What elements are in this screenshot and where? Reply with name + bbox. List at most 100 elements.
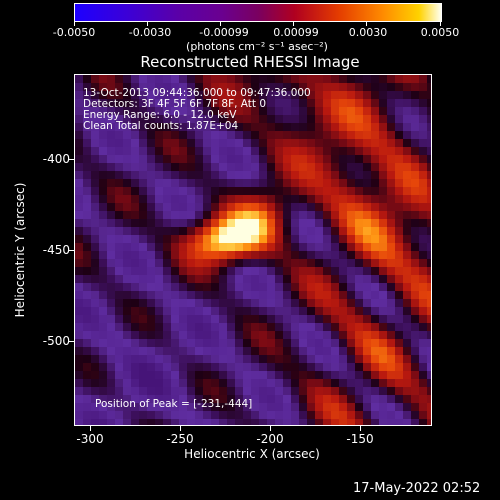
heatmap-cell bbox=[411, 115, 419, 123]
heatmap-cell bbox=[91, 395, 99, 403]
heatmap-cell bbox=[291, 395, 299, 403]
heatmap-cell bbox=[115, 227, 123, 235]
heatmap-cell bbox=[115, 331, 123, 339]
heatmap-cell bbox=[115, 147, 123, 155]
heatmap-cell bbox=[371, 371, 379, 379]
heatmap-cell bbox=[123, 163, 131, 171]
heatmap-cell bbox=[363, 219, 371, 227]
heatmap-cell bbox=[379, 243, 387, 251]
heatmap-cell bbox=[323, 227, 331, 235]
heatmap-cell bbox=[275, 203, 283, 211]
heatmap-cell bbox=[83, 115, 91, 123]
heatmap-cell bbox=[99, 163, 107, 171]
heatmap-cell bbox=[83, 195, 91, 203]
heatmap-cell bbox=[355, 139, 363, 147]
heatmap-cell bbox=[219, 411, 227, 419]
heatmap-cell bbox=[107, 123, 115, 131]
heatmap-cell bbox=[123, 211, 131, 219]
heatmap-cell bbox=[91, 203, 99, 211]
heatmap-cell bbox=[107, 339, 115, 347]
heatmap-cell bbox=[267, 243, 275, 251]
heatmap-cell bbox=[395, 91, 403, 99]
heatmap-cell bbox=[403, 267, 411, 275]
heatmap-cell bbox=[323, 139, 331, 147]
heatmap-cell bbox=[347, 371, 355, 379]
heatmap-cell bbox=[355, 107, 363, 115]
heatmap-cell bbox=[403, 283, 411, 291]
heatmap-cell bbox=[83, 123, 91, 131]
heatmap-cell bbox=[203, 315, 211, 323]
heatmap-cell bbox=[171, 171, 179, 179]
heatmap-cell bbox=[155, 179, 163, 187]
heatmap-cell bbox=[323, 91, 331, 99]
heatmap-cell bbox=[123, 123, 131, 131]
heatmap-cell bbox=[75, 387, 83, 395]
heatmap-cell bbox=[75, 179, 83, 187]
heatmap-cell bbox=[419, 179, 427, 187]
heatmap-cell bbox=[115, 107, 123, 115]
heatmap-cell bbox=[83, 235, 91, 243]
heatmap-cell bbox=[251, 419, 259, 425]
heatmap-cell bbox=[163, 83, 171, 91]
heatmap-cell bbox=[211, 363, 219, 371]
heatmap-cell bbox=[291, 339, 299, 347]
heatmap-cell bbox=[403, 291, 411, 299]
heatmap-cell bbox=[419, 323, 427, 331]
heatmap-cell bbox=[75, 315, 83, 323]
heatmap-cell bbox=[299, 243, 307, 251]
heatmap-cell bbox=[179, 291, 187, 299]
heatmap-cell bbox=[139, 203, 147, 211]
heatmap-cell bbox=[339, 227, 347, 235]
heatmap-cell bbox=[427, 203, 431, 211]
heatmap-cell bbox=[99, 131, 107, 139]
heatmap-cell bbox=[107, 387, 115, 395]
heatmap-cell bbox=[163, 131, 171, 139]
heatmap-cell bbox=[179, 331, 187, 339]
heatmap-cell bbox=[195, 187, 203, 195]
heatmap-cell bbox=[163, 75, 171, 83]
heatmap-cell bbox=[83, 339, 91, 347]
heatmap-cell bbox=[179, 387, 187, 395]
heatmap-cell bbox=[347, 203, 355, 211]
heatmap-cell bbox=[387, 331, 395, 339]
heatmap-cell bbox=[411, 315, 419, 323]
heatmap-cell bbox=[307, 411, 315, 419]
heatmap-cell bbox=[235, 131, 243, 139]
info-time-range: 13-Oct-2013 09:44:36.000 to 09:47:36.000 bbox=[83, 87, 311, 99]
heatmap-cell bbox=[395, 395, 403, 403]
heatmap-cell bbox=[179, 243, 187, 251]
heatmap-cell bbox=[147, 403, 155, 411]
heatmap-cell bbox=[99, 395, 107, 403]
heatmap-cell bbox=[387, 243, 395, 251]
heatmap-cell bbox=[379, 171, 387, 179]
heatmap-cell bbox=[187, 275, 195, 283]
heatmap-cell bbox=[211, 259, 219, 267]
heatmap-cell bbox=[131, 411, 139, 419]
heatmap-cell bbox=[411, 387, 419, 395]
heatmap-cell bbox=[227, 419, 235, 425]
heatmap-cell bbox=[355, 403, 363, 411]
heatmap-cell bbox=[99, 171, 107, 179]
heatmap-cell bbox=[427, 131, 431, 139]
heatmap-cell bbox=[419, 131, 427, 139]
heatmap-cell bbox=[163, 379, 171, 387]
heatmap-cell bbox=[131, 291, 139, 299]
heatmap-cell bbox=[299, 347, 307, 355]
heatmap-cell bbox=[307, 355, 315, 363]
heatmap-cell bbox=[411, 179, 419, 187]
heatmap-cell bbox=[83, 323, 91, 331]
heatmap-cell bbox=[259, 211, 267, 219]
heatmap-cell bbox=[395, 75, 403, 83]
heatmap-cell bbox=[395, 123, 403, 131]
heatmap-cell bbox=[267, 227, 275, 235]
heatmap-cell bbox=[411, 355, 419, 363]
heatmap-cell bbox=[291, 347, 299, 355]
heatmap-cell bbox=[259, 131, 267, 139]
heatmap-cell bbox=[259, 275, 267, 283]
heatmap-cell bbox=[243, 331, 251, 339]
heatmap-cell bbox=[163, 315, 171, 323]
heatmap-cell bbox=[155, 203, 163, 211]
heatmap-cell bbox=[107, 195, 115, 203]
heatmap-cell bbox=[195, 323, 203, 331]
heatmap-cell bbox=[355, 91, 363, 99]
